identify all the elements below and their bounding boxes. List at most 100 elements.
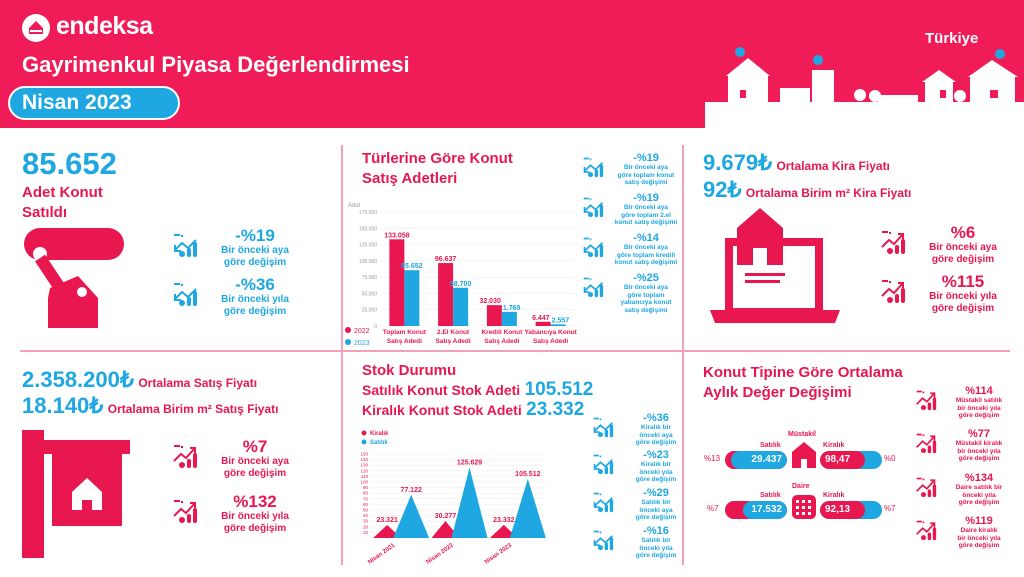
rent-price-label: Ortalama Kira Fiyatı (776, 159, 890, 173)
legend-marker (361, 439, 367, 445)
mustakil-rent-value: 98,47 (820, 451, 865, 469)
city-skyline-icon (705, 47, 1024, 128)
change-description: göre değişim (223, 257, 287, 268)
change-stat: -%19 Bir önceki aya göre değişim (200, 226, 310, 269)
change-stat: %119 Daire kiralık bir önceki yıla göre değ… (939, 515, 1019, 550)
y-tick-label: 120 (360, 468, 368, 473)
data-label: 30.277 (435, 513, 457, 520)
change-description: Bir önceki yıla (929, 291, 997, 302)
change-value: -%36 (643, 412, 669, 424)
change-stat: -%19 Bir önceki aya göre toplam 2.el konut … (606, 192, 686, 227)
change-description: satış değişimi (624, 306, 668, 314)
legend-marker (345, 327, 351, 333)
change-value: -%29 (643, 487, 669, 499)
sale-unit-label: Ortalama Birim m² Satış Fiyatı (107, 402, 279, 416)
mustakil-rent-pct: %0 (884, 454, 896, 463)
bar-2022 (389, 239, 405, 326)
section-title: Satış Adetleri (362, 170, 458, 187)
region-label: Türkiye (925, 30, 979, 47)
change-description: Bir önceki aya (221, 456, 289, 467)
trend-up-icon (173, 500, 197, 523)
change-value: %6 (950, 223, 976, 242)
change-stat: -%14 Bir önceki aya göre toplam kredili kon… (606, 232, 686, 267)
change-stat: %134 Daire satılık bir önceki yıla göre değ… (939, 472, 1019, 507)
x-tick-label: Yabancıya Konut (524, 329, 577, 336)
y-tick-label: 60 (363, 502, 369, 507)
stock-rent-row: Kiralık Konut Stok Adeti 23.332 (362, 399, 584, 421)
data-label: 105.512 (515, 471, 540, 478)
x-tick-label: Satış Adedi (484, 338, 519, 345)
y-tick-label: 125.000 (359, 243, 377, 249)
daire-label: Daire (792, 483, 810, 490)
change-stat: -%25 Bir önceki aya göre toplam yabancıya k… (606, 272, 686, 314)
y-tick-label: 175.000 (359, 210, 377, 216)
sale-unit-row: 18.140₺ Ortalama Birim m² Satış Fiyatı (22, 393, 278, 419)
change-value: -%16 (643, 525, 669, 537)
mustakil-rent-label: Kiralık (823, 442, 845, 449)
y-tick-label: 30 (363, 519, 369, 524)
triangle-Satılık (509, 478, 546, 538)
change-description: önceki yıla (639, 544, 673, 552)
change-value: %114 (965, 385, 993, 397)
change-description: Bir önceki aya (623, 284, 669, 291)
bar-2023 (550, 324, 566, 326)
change-stat: %6 Bir önceki aya göre değişim (908, 223, 1018, 266)
change-description: satış değişimi (624, 179, 668, 186)
daire-sale-bar: 17.532 (725, 501, 787, 519)
change-stat: %7 Bir önceki aya göre değişim (200, 437, 310, 480)
change-description: konut satış değişimi (614, 259, 678, 266)
change-description: Bir önceki aya (623, 244, 669, 251)
data-label: 32.030 (479, 298, 501, 305)
x-tick-label: Satış Adedi (387, 338, 422, 345)
divider (341, 145, 343, 565)
y-tick-label: 130 (360, 463, 368, 468)
change-description: Daire kiralık (960, 527, 998, 534)
legend-label: 2022 (354, 328, 370, 335)
trend-down-icon (593, 492, 614, 513)
daire-rent-pct: %7 (884, 504, 896, 513)
change-stat: -%36 Bir önceki yıla göre değişim (200, 275, 310, 318)
change-description: yabancıya konut (620, 299, 672, 306)
change-description: göre değişim (958, 412, 1000, 419)
change-description: konut satış değişimi (614, 219, 678, 226)
stock-chart: Kiralık Satılık 10 20 30 40 50 60 70 80 90 100 110 12… (340, 422, 580, 572)
change-description: Kiralık bir (641, 461, 671, 468)
change-description: önceki aya (639, 506, 673, 514)
change-description: Müstakil kiralık (955, 440, 1003, 447)
sale-price-row: 2.358.200₺ Ortalama Satış Fiyatı (22, 367, 257, 393)
data-label: 23.332 (493, 517, 515, 524)
change-value: -%19 (633, 152, 659, 164)
change-value: %132 (233, 492, 277, 511)
brand-name: endeksa (56, 12, 153, 40)
data-label: 1.769 (503, 305, 521, 312)
y-tick-label: 110 (361, 474, 369, 479)
page-title: Gayrimenkul Piyasa Değerlendirmesi (22, 52, 410, 77)
data-label: 2.557 (552, 317, 570, 324)
change-description: Satılık bir (641, 499, 671, 506)
change-stat: %114 Müstakil satılık bir önceki yıla göre … (939, 385, 1019, 420)
section-title: Stok Durumu (362, 362, 457, 379)
y-tick-label: 25.000 (362, 308, 378, 314)
change-description: Bir önceki aya (929, 242, 997, 253)
x-tick-label: Kredili Konut (481, 329, 523, 336)
change-value: -%23 (643, 449, 669, 461)
change-stat: %77 Müstakil kiralık bir önceki yıla göre d… (939, 428, 1019, 463)
data-label: 58.700 (450, 281, 472, 288)
data-label: 85.652 (401, 263, 423, 270)
trend-down-icon (593, 417, 614, 438)
change-description: Kiralık bir (641, 424, 671, 431)
change-stat: -%23 Kiralık bir önceki yıla göre değişim (616, 449, 696, 484)
trend-down-icon (593, 530, 614, 551)
change-stat: -%19 Bir önceki aya göre toplam konut satış… (606, 152, 686, 187)
change-value: -%19 (235, 226, 275, 245)
change-value: -%25 (633, 272, 659, 284)
legend-label: Satılık (370, 440, 388, 446)
y-tick-label: 150 (360, 452, 368, 457)
triangle-Kiralık (373, 524, 402, 538)
rent-unit-label: Ortalama Birim m² Kira Fiyatı (745, 186, 912, 200)
change-description: bir önceki yıla (957, 447, 1001, 455)
trend-down-icon (593, 454, 614, 475)
triangle-Satılık (451, 467, 488, 538)
y-tick-label: 90 (363, 485, 369, 490)
change-value: -%19 (633, 192, 659, 204)
